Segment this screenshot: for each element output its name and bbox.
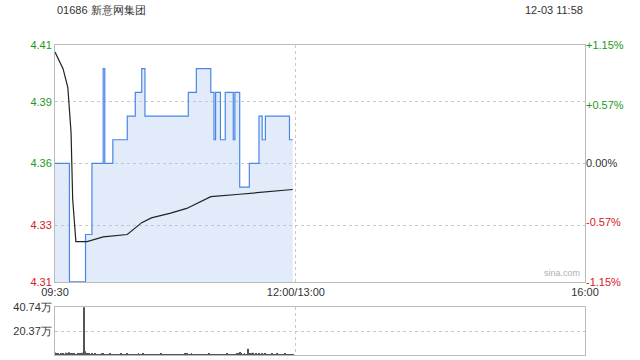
svg-text:4.31: 4.31 <box>30 276 51 288</box>
svg-text:4.39: 4.39 <box>30 96 51 108</box>
svg-text:-1.15%: -1.15% <box>586 276 621 288</box>
svg-text:-0.57%: -0.57% <box>586 216 621 228</box>
svg-text:09:30: 09:30 <box>41 286 69 298</box>
svg-text:4.41: 4.41 <box>30 39 51 51</box>
svg-text:16:00: 16:00 <box>571 286 599 298</box>
svg-text:+1.15%: +1.15% <box>586 39 624 51</box>
svg-text:20.37万: 20.37万 <box>13 325 52 337</box>
svg-text:12:00/13:00: 12:00/13:00 <box>267 286 325 298</box>
svg-text:+0.57%: +0.57% <box>586 99 624 111</box>
svg-text:sina.com: sina.com <box>544 268 580 278</box>
svg-text:01686 新意网集团: 01686 新意网集团 <box>57 4 146 16</box>
svg-text:40.74万: 40.74万 <box>13 301 52 313</box>
svg-text:0.00%: 0.00% <box>586 157 617 169</box>
svg-text:4.36: 4.36 <box>30 157 51 169</box>
svg-text:12-03 11:58: 12-03 11:58 <box>525 4 583 16</box>
svg-text:4.33: 4.33 <box>30 219 51 231</box>
